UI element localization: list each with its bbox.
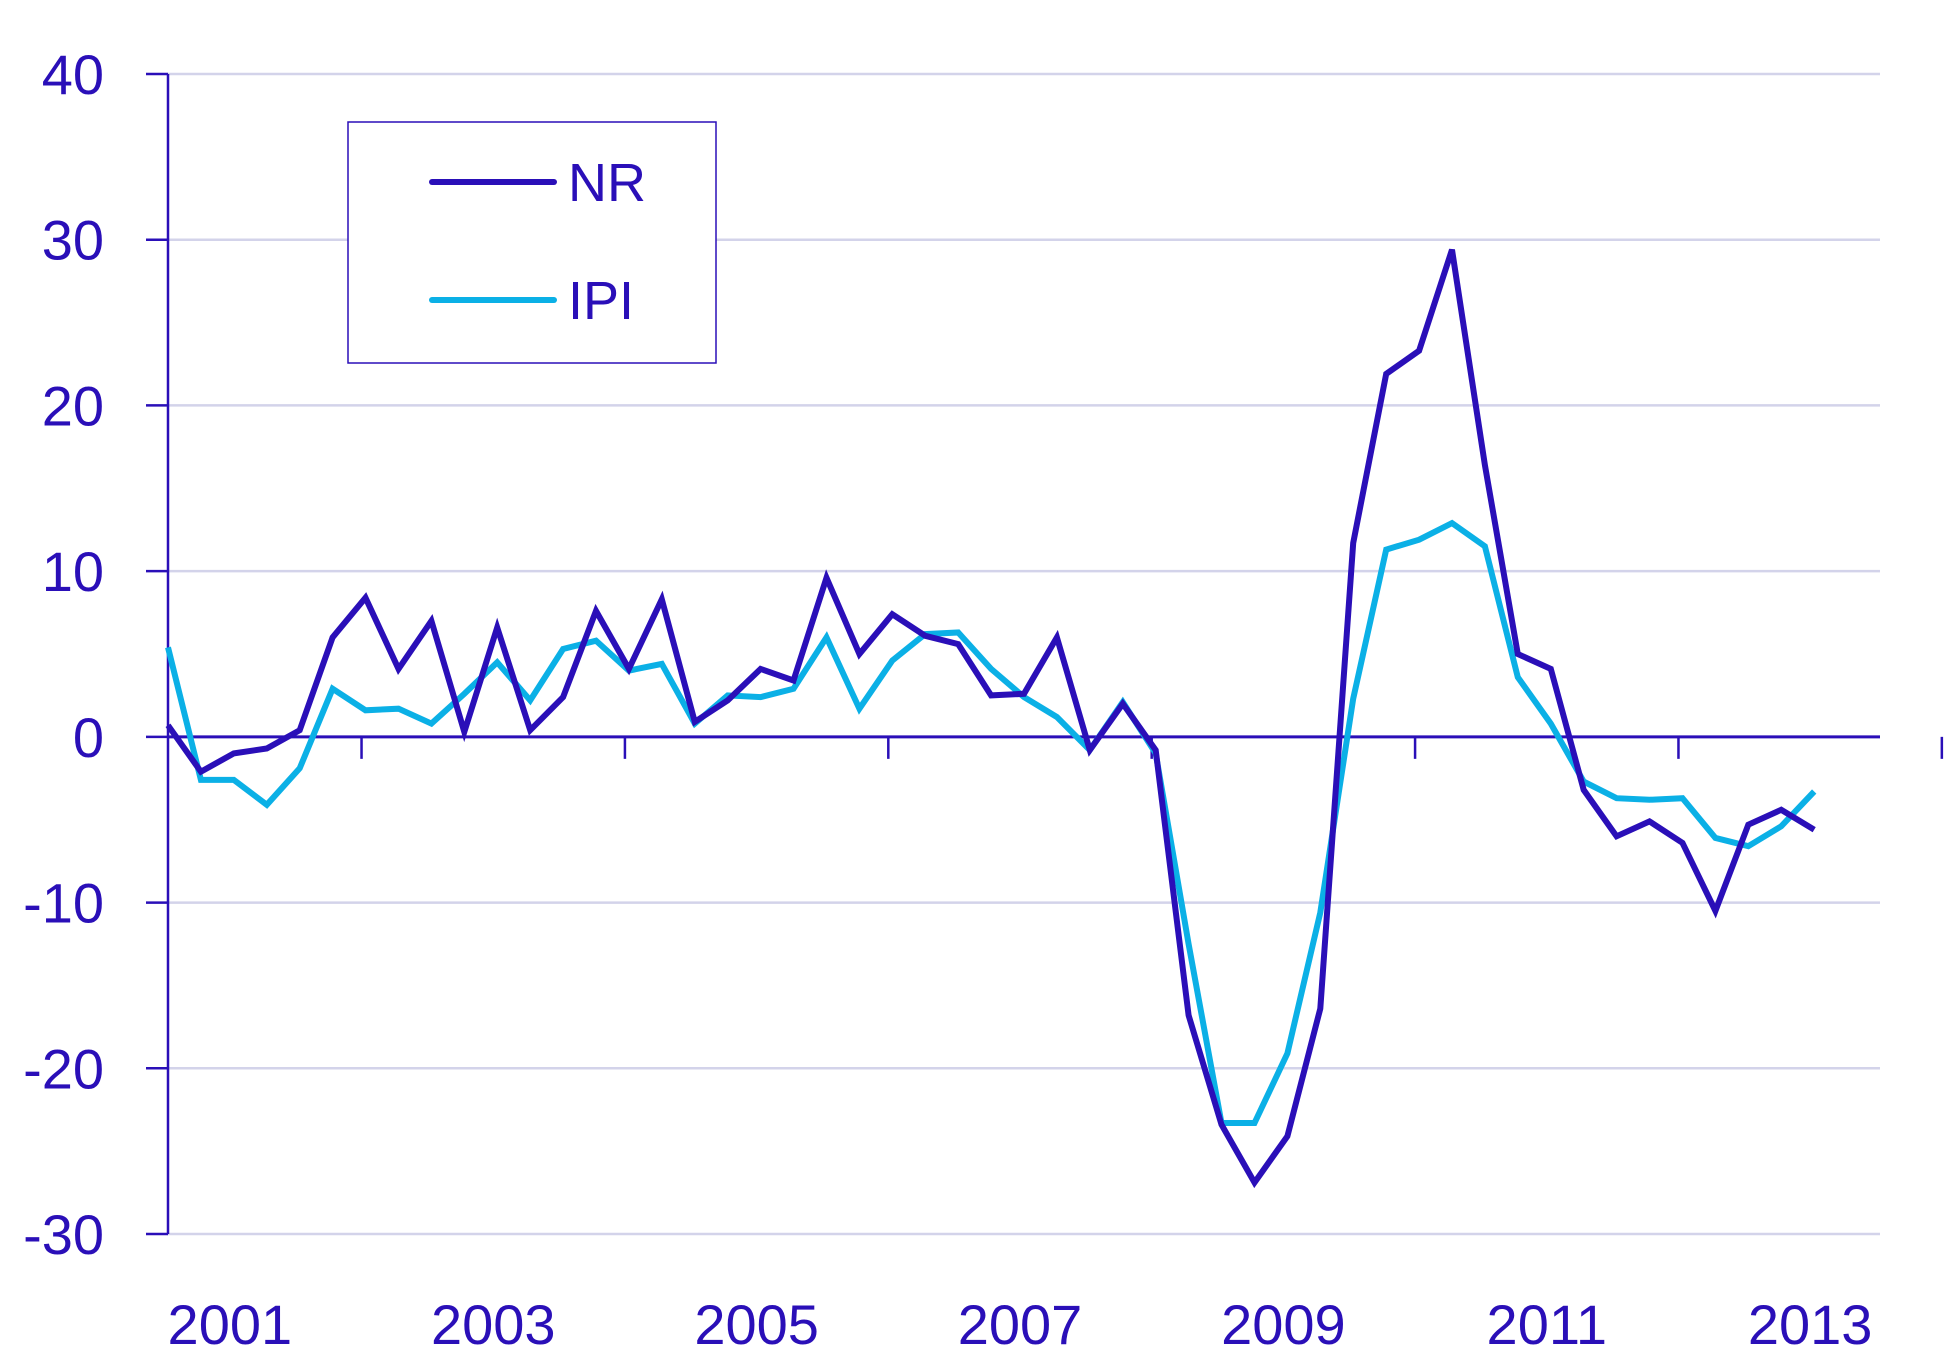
- x-tick-label: 2013: [1748, 1293, 1873, 1356]
- legend-box: [347, 121, 717, 364]
- legend-label-ipi: IPI: [568, 271, 634, 331]
- x-tick-label: 2003: [431, 1293, 556, 1356]
- y-tick-label: -30: [23, 1203, 104, 1266]
- series-line-nr: [165, 248, 1816, 1189]
- x-tick-label: 2009: [1221, 1293, 1346, 1356]
- series-line-ipi: [165, 519, 1817, 1126]
- y-tick-label: 20: [42, 374, 104, 437]
- series-layer: [165, 248, 1817, 1189]
- legend-label-nr: NR: [568, 153, 646, 213]
- y-tick-label: -20: [23, 1037, 104, 1100]
- y-tick-label: 30: [42, 209, 104, 272]
- x-tick-label: 2007: [958, 1293, 1083, 1356]
- x-axis: 2001 2003 2005 2007 2009 2011 2013: [168, 735, 1944, 1356]
- y-tick-label: -10: [23, 872, 104, 935]
- y-axis: -30 -20 -10 0 10 20 30 40: [23, 43, 170, 1266]
- y-tick-label: 0: [73, 706, 104, 769]
- x-tick-label: 2005: [694, 1293, 819, 1356]
- legend: NR IPI: [347, 121, 717, 364]
- x-tick-label: 2001: [168, 1293, 293, 1356]
- x-tick-label: 2011: [1487, 1293, 1607, 1356]
- y-tick-label: 10: [42, 540, 104, 603]
- y-tick-label: 40: [42, 43, 104, 106]
